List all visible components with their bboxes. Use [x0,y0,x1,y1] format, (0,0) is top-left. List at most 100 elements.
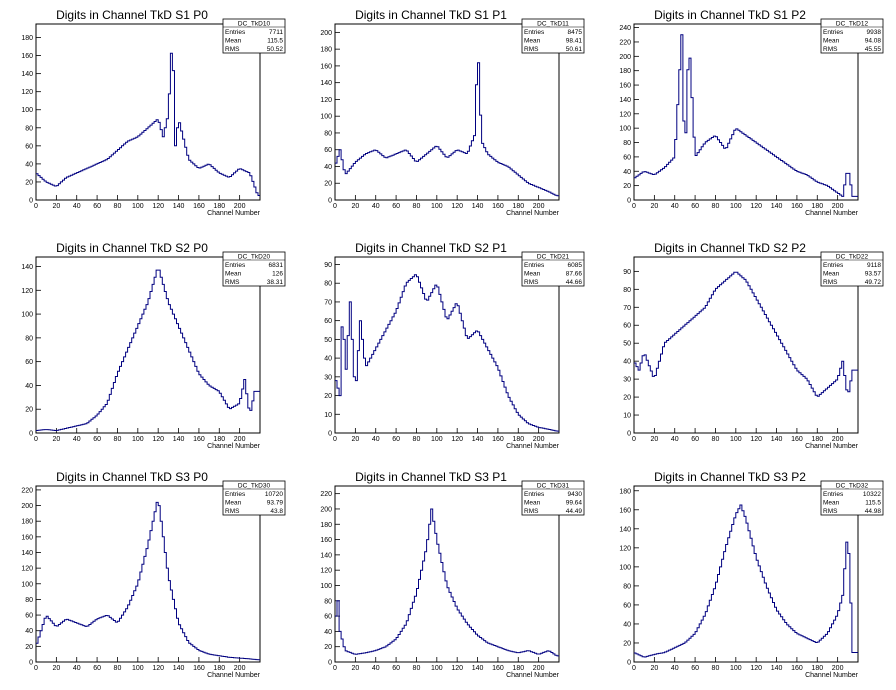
x-tick-label: 140 [173,203,185,210]
y-tick-label: 40 [623,169,631,176]
y-tick-label: 0 [627,431,631,438]
x-axis-label: Channel Number [805,210,859,217]
stats-name: DC_TkD31 [537,483,570,490]
y-tick-label: 20 [25,644,33,651]
stats-name: DC_TkD22 [836,254,869,261]
chart-title: Digits in Channel TkD S1 P2 [654,8,806,22]
y-tick-label: 140 [21,264,33,271]
x-tick-label: 20 [52,665,60,672]
x-tick-label: 180 [213,665,225,672]
y-tick-label: 80 [623,140,631,147]
stats-value: 94.08 [865,38,882,45]
x-tick-label: 180 [213,203,225,210]
stats-label: Mean [225,271,242,278]
y-tick-label: 140 [21,550,33,557]
x-tick-label: 80 [413,665,421,672]
x-axis-label: Channel Number [207,210,261,217]
y-tick-label: 40 [324,629,332,636]
x-tick-label: 160 [193,203,205,210]
chart-title: Digits in Channel TkD S1 P1 [355,8,507,22]
x-tick-label: 180 [512,203,524,210]
x-tick-label: 40 [671,436,679,443]
stats-value: 98.41 [566,38,583,45]
y-tick-label: 180 [320,47,332,54]
x-tick-label: 160 [492,665,504,672]
stats-label: Mean [823,38,840,45]
x-tick-label: 0 [632,436,636,443]
x-tick-label: 140 [771,665,783,672]
y-tick-label: 0 [29,660,33,667]
y-tick-label: 0 [29,431,33,438]
x-tick-label: 40 [372,665,380,672]
y-tick-label: 20 [25,407,33,414]
y-tick-label: 60 [25,613,33,620]
stats-value: 50.52 [267,46,284,53]
stats-label: RMS [524,279,539,286]
histogram-line [335,274,559,432]
y-tick-label: 180 [21,519,33,526]
y-tick-label: 60 [623,323,631,330]
x-tick-label: 120 [451,665,463,672]
y-tick-label: 50 [324,337,332,344]
y-tick-label: 160 [21,53,33,60]
y-tick-label: 20 [324,393,332,400]
y-tick-label: 0 [328,198,332,205]
stats-value: 44.98 [865,508,882,515]
stats-label: Mean [823,500,840,507]
histogram-panel: Digits in Channel TkD S3 P2 0 20 40 60 80 100 1… [619,470,884,679]
plot-frame [35,485,261,663]
y-tick-label: 200 [320,506,332,513]
stats-value: 6831 [269,262,284,269]
x-tick-label: 80 [712,665,720,672]
x-tick-label: 180 [811,203,823,210]
x-axis-label: Channel Number [207,672,261,679]
y-tick-label: 140 [21,71,33,78]
y-tick-label: 160 [320,537,332,544]
y-tick-label: 80 [25,597,33,604]
x-tick-label: 0 [333,665,337,672]
y-tick-label: 220 [619,39,631,46]
x-tick-label: 200 [832,436,844,443]
stats-name: DC_TkD12 [836,21,869,28]
y-tick-label: 220 [21,487,33,494]
stats-value: 93.79 [267,500,284,507]
y-tick-label: 80 [623,583,631,590]
y-tick-label: 10 [324,412,332,419]
x-tick-label: 60 [691,203,699,210]
x-tick-label: 40 [73,203,81,210]
x-tick-label: 40 [671,665,679,672]
histogram-panel: Digits in Channel TkD S1 P1 0 20 40 60 80 100 1… [320,8,585,217]
stats-label: Mean [524,271,541,278]
x-tick-label: 140 [771,436,783,443]
y-tick-label: 160 [619,507,631,514]
x-tick-label: 120 [451,203,463,210]
x-tick-label: 20 [650,203,658,210]
plot-frame [334,485,560,663]
x-tick-label: 160 [193,665,205,672]
y-tick-label: 180 [619,68,631,75]
x-tick-label: 140 [472,203,484,210]
x-tick-label: 140 [472,436,484,443]
y-tick-label: 10 [623,413,631,420]
x-tick-label: 0 [632,665,636,672]
y-tick-label: 200 [320,30,332,37]
x-tick-label: 20 [650,436,658,443]
stats-label: RMS [823,46,838,53]
stats-label: Entries [524,29,545,36]
stats-label: Mean [524,38,541,45]
stats-label: Mean [524,500,541,507]
stats-box [521,480,585,516]
stats-label: RMS [524,508,539,515]
x-tick-label: 80 [712,436,720,443]
y-tick-label: 180 [320,522,332,529]
y-tick-label: 160 [320,63,332,70]
stats-value: 9430 [568,491,583,498]
x-tick-label: 20 [351,665,359,672]
stats-box [820,480,884,516]
x-tick-label: 60 [392,665,400,672]
y-tick-label: 40 [25,628,33,635]
x-tick-label: 120 [152,665,164,672]
x-axis-label: Channel Number [805,443,859,450]
x-tick-label: 120 [750,203,762,210]
